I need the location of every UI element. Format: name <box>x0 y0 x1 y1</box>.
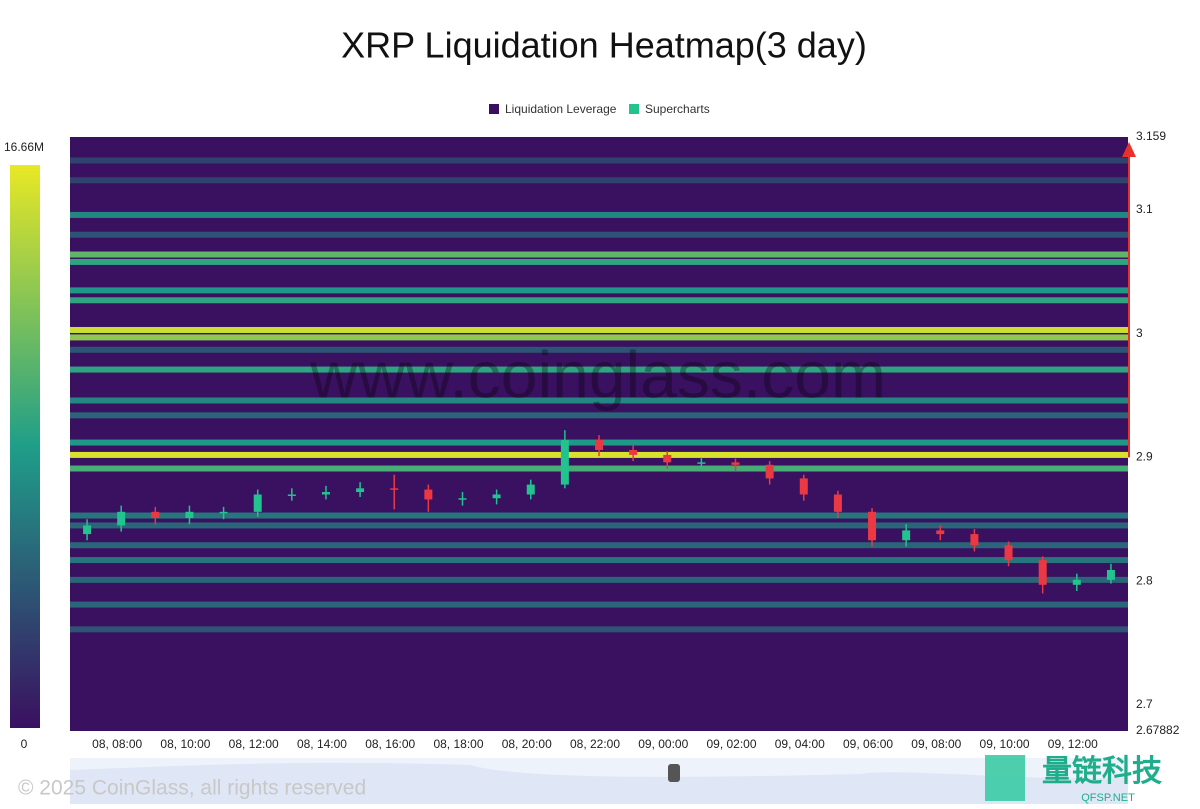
candle-body <box>321 492 330 495</box>
candle-body <box>424 489 433 500</box>
heat-band <box>70 522 1128 529</box>
candle-body <box>1038 560 1047 585</box>
colorbar <box>10 165 40 728</box>
heat-band <box>70 465 1128 472</box>
x-tick-label: 09, 06:00 <box>843 737 893 751</box>
candle-body <box>526 484 535 495</box>
x-tick-label: 09, 02:00 <box>706 737 756 751</box>
x-tick-label: 08, 22:00 <box>570 737 620 751</box>
y-tick-label: 3.159 <box>1136 129 1166 143</box>
candle-body <box>1004 545 1013 561</box>
x-tick-label: 09, 10:00 <box>980 737 1030 751</box>
y-tick-label: 3 <box>1136 326 1143 340</box>
candle-body <box>629 449 638 455</box>
candle-body <box>458 498 467 500</box>
candle-body <box>83 525 92 535</box>
candle-body <box>595 440 603 450</box>
legend-swatch <box>629 104 639 114</box>
plot-background <box>70 137 1128 731</box>
heat-band <box>70 157 1128 164</box>
candle-body <box>151 511 160 519</box>
heat-band <box>70 626 1128 633</box>
candle-body <box>1072 579 1081 585</box>
candle-body <box>1106 569 1115 580</box>
navigator-area <box>70 762 1128 804</box>
x-tick-label: 08, 12:00 <box>229 737 279 751</box>
candle-body <box>492 494 501 499</box>
heat-band <box>70 397 1128 404</box>
candle-body <box>390 488 399 490</box>
y-tick-label: 2.8 <box>1136 573 1153 587</box>
legend-label[interactable]: Liquidation Leverage <box>505 102 617 116</box>
colorbar-label: 16.66M <box>4 140 44 154</box>
chart-title: XRP Liquidation Heatmap(3 day) <box>341 25 867 66</box>
heat-band <box>70 576 1128 583</box>
logo-icon <box>985 755 1025 801</box>
heat-band <box>70 177 1128 184</box>
x-tick-label: 09, 00:00 <box>638 737 688 751</box>
heat-band <box>70 231 1128 238</box>
navigator-handle[interactable] <box>668 764 680 782</box>
y-tick-label: 2.67882 <box>1136 723 1180 737</box>
legend-label[interactable]: Supercharts <box>645 102 710 116</box>
y-tick-label: 2.7 <box>1136 697 1153 711</box>
x-tick-label: 09, 12:00 <box>1048 737 1098 751</box>
heat-band <box>70 601 1128 608</box>
candle-body <box>219 511 228 514</box>
candle-body <box>902 530 911 541</box>
candle-body <box>765 464 774 479</box>
x-tick-label: 09, 04:00 <box>775 737 825 751</box>
candle-body <box>799 478 808 495</box>
heat-band <box>70 346 1128 353</box>
candle-body <box>697 462 706 464</box>
heat-band <box>70 326 1128 333</box>
logo-site: QFSP.NET <box>1081 792 1135 804</box>
heat-band <box>70 412 1128 419</box>
y-tick-label: 2.9 <box>1136 450 1153 464</box>
logo-name: 量链科技 <box>1042 754 1162 788</box>
heat-band <box>70 297 1128 304</box>
x-tick-label: 08, 20:00 <box>502 737 552 751</box>
candle-body <box>560 440 569 485</box>
x-tick-label: 08, 08:00 <box>92 737 142 751</box>
footer: © 2025 CoinGlass, all rights reserved <box>18 777 366 800</box>
candle-body <box>663 454 672 463</box>
watermark: www.coinglass.com <box>309 337 886 411</box>
heat-band <box>70 366 1128 373</box>
x-tick-label: 08, 16:00 <box>365 737 415 751</box>
colorbar-label: 0 <box>21 737 28 751</box>
candle-body <box>833 494 842 512</box>
legend-swatch <box>489 104 499 114</box>
x-tick-label: 08, 18:00 <box>433 737 483 751</box>
candle-body <box>117 511 126 526</box>
candle-body <box>868 511 877 541</box>
candle-body <box>287 494 296 497</box>
y-tick-label: 3.1 <box>1136 202 1153 216</box>
heat-band <box>70 512 1128 519</box>
x-tick-label: 09, 08:00 <box>911 737 961 751</box>
heat-band <box>70 557 1128 564</box>
candle-body <box>356 488 365 493</box>
range-arrow-head <box>1122 142 1136 157</box>
heat-band <box>70 287 1128 294</box>
x-tick-label: 08, 14:00 <box>297 737 347 751</box>
heat-band <box>70 211 1128 218</box>
candle-body <box>731 462 740 465</box>
x-tick-label: 08, 10:00 <box>160 737 210 751</box>
candle-body <box>253 494 262 512</box>
heat-band <box>70 542 1128 549</box>
candle-body <box>970 534 979 546</box>
candle-body <box>185 511 194 519</box>
candle-body <box>936 530 945 535</box>
heat-band <box>70 258 1128 265</box>
heat-band <box>70 334 1128 341</box>
heat-band <box>70 251 1128 258</box>
